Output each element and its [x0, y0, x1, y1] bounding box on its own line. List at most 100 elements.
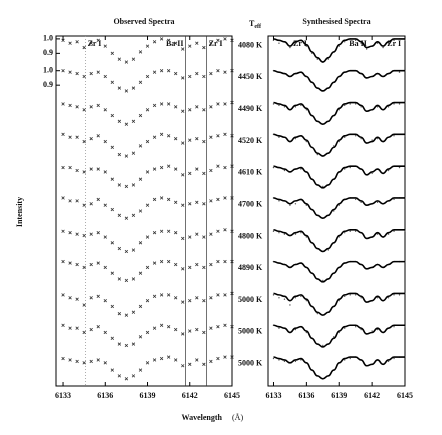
observed-dot: [387, 297, 390, 299]
x-tick-label: 6136: [97, 391, 113, 400]
observed-dot: [404, 326, 406, 328]
observed-dot: [333, 210, 335, 212]
observed-dot: [294, 233, 297, 235]
data-point: [96, 103, 100, 108]
data-point: [131, 119, 136, 124]
data-point: [117, 277, 122, 281]
data-point: [145, 298, 150, 303]
observed-dot: [365, 48, 368, 50]
data-point: [223, 293, 227, 297]
data-point: [173, 137, 178, 141]
data-point: [195, 200, 199, 205]
data-point: [89, 232, 93, 236]
data-point: [124, 278, 129, 283]
data-point: [75, 262, 79, 267]
observed-dot: [305, 236, 308, 238]
observed-dot: [354, 135, 357, 137]
data-point: [145, 203, 150, 207]
data-point: [188, 171, 192, 176]
observed-dot: [393, 294, 395, 296]
observed-dot: [371, 330, 373, 332]
observed-dot: [300, 359, 302, 361]
data-point: [82, 74, 86, 79]
data-point: [181, 47, 185, 51]
observed-dot: [305, 204, 308, 206]
data-point: [216, 134, 220, 138]
data-point: [181, 300, 185, 304]
y-tick-label: 0.9: [43, 48, 53, 57]
observed-dot: [393, 135, 395, 137]
data-point: [145, 235, 150, 239]
data-point: [110, 368, 115, 372]
data-point: [117, 246, 122, 251]
observed-dot: [283, 298, 286, 300]
data-point: [68, 261, 72, 265]
data-point: [68, 326, 72, 330]
data-point: [166, 38, 171, 43]
data-point: [124, 216, 129, 220]
data-point: [117, 86, 122, 90]
data-point: [209, 232, 213, 236]
data-point: [202, 298, 206, 303]
data-point: [124, 184, 129, 189]
data-point: [131, 183, 136, 187]
data-point: [195, 232, 199, 236]
data-point: [188, 362, 192, 366]
observed-dot: [338, 109, 340, 111]
data-point: [89, 327, 93, 332]
line-label: Zr I: [387, 39, 401, 48]
observed-dot: [344, 327, 346, 329]
data-point: [188, 202, 192, 206]
data-point: [68, 358, 72, 362]
observed-dot: [333, 336, 335, 338]
data-point: [145, 139, 150, 144]
data-point: [209, 168, 213, 173]
data-point: [166, 229, 171, 233]
data-point: [173, 71, 178, 76]
data-point: [230, 229, 234, 233]
data-point: [195, 296, 199, 300]
observed-dot: [305, 45, 308, 47]
teff-label: 5000 K: [238, 327, 263, 336]
data-point: [152, 326, 157, 330]
data-point: [131, 151, 136, 155]
data-point: [110, 113, 115, 118]
observed-dot: [322, 185, 324, 188]
data-point: [131, 342, 136, 346]
data-point: [96, 325, 100, 329]
data-point: [173, 262, 178, 267]
x-tick-label: 6145: [224, 391, 240, 400]
data-point: [131, 57, 136, 61]
data-point: [230, 355, 234, 359]
observed-dot: [294, 203, 297, 205]
data-point: [96, 358, 100, 362]
data-point: [110, 336, 115, 340]
x-tick-label: 6142: [182, 391, 198, 400]
observed-dot: [360, 201, 362, 204]
data-point: [152, 358, 157, 362]
data-point: [173, 105, 178, 109]
data-point: [159, 132, 164, 137]
synthetic-line: [273, 101, 405, 126]
observed-dot: [344, 136, 346, 138]
synthetic-line: [273, 69, 405, 92]
observed-dot: [338, 140, 340, 143]
data-point: [202, 108, 206, 112]
observed-dot: [278, 297, 280, 299]
teff-label: 4080 K: [238, 40, 263, 49]
data-point: [152, 103, 157, 108]
plot-frame: [55, 35, 233, 387]
observed-dot: [344, 168, 346, 170]
observed-dot: [398, 103, 401, 105]
data-point: [209, 105, 213, 109]
data-point: [202, 139, 206, 144]
data-point: [216, 229, 220, 233]
observed-dot: [393, 230, 395, 232]
data-point: [173, 327, 178, 332]
data-point: [75, 232, 79, 236]
data-point: [195, 41, 199, 45]
observed-dot: [354, 326, 357, 328]
data-point: [117, 119, 122, 124]
data-point: [96, 134, 100, 138]
data-point: [188, 44, 192, 48]
